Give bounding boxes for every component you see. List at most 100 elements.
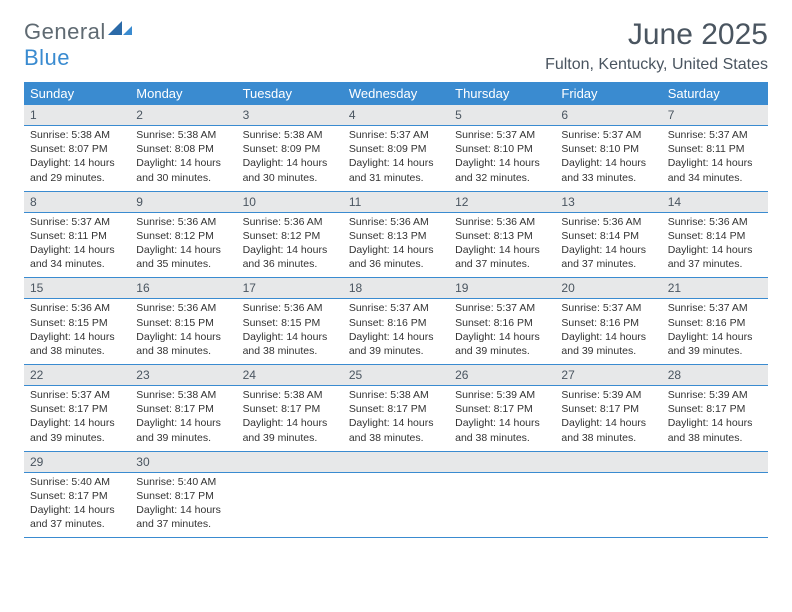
sunset-text: Sunset: 8:17 PM [243,402,337,416]
day-detail: Sunrise: 5:38 AMSunset: 8:17 PMDaylight:… [136,388,230,445]
day-detail: Sunrise: 5:36 AMSunset: 8:15 PMDaylight:… [136,301,230,358]
sunrise-text: Sunrise: 5:37 AM [455,301,549,315]
sunset-text: Sunset: 8:13 PM [455,229,549,243]
day-number-cell: 13 [555,191,661,212]
sunrise-text: Sunrise: 5:37 AM [30,388,124,402]
day-number [662,452,768,458]
daylight-text: Daylight: 14 hours and 38 minutes. [136,330,230,358]
day-detail: Sunrise: 5:38 AMSunset: 8:07 PMDaylight:… [30,128,124,185]
day-number-cell: 7 [662,105,768,126]
day-number-cell: 19 [449,278,555,299]
week-4-detail-row: Sunrise: 5:37 AMSunset: 8:17 PMDaylight:… [24,386,768,452]
weekday-thursday: Thursday [449,82,555,105]
week-1-daynum-row: 1234567 [24,105,768,126]
logo-word-1: General [24,19,106,44]
calendar-body: 1234567Sunrise: 5:38 AMSunset: 8:07 PMDa… [24,105,768,538]
day-number-cell [343,451,449,472]
day-detail-cell: Sunrise: 5:36 AMSunset: 8:13 PMDaylight:… [449,212,555,278]
sunset-text: Sunset: 8:17 PM [455,402,549,416]
day-detail-cell: Sunrise: 5:38 AMSunset: 8:07 PMDaylight:… [24,126,130,192]
calendar-table: SundayMondayTuesdayWednesdayThursdayFrid… [24,82,768,538]
sunset-text: Sunset: 8:09 PM [349,142,443,156]
day-number-cell [555,451,661,472]
week-5-detail-row: Sunrise: 5:40 AMSunset: 8:17 PMDaylight:… [24,472,768,538]
day-detail-cell [449,472,555,538]
day-number-cell: 22 [24,365,130,386]
day-detail: Sunrise: 5:36 AMSunset: 8:13 PMDaylight:… [455,215,549,272]
logo-text: General Blue [24,18,132,71]
sunrise-text: Sunrise: 5:36 AM [136,215,230,229]
day-detail: Sunrise: 5:38 AMSunset: 8:09 PMDaylight:… [243,128,337,185]
day-number: 4 [343,105,449,125]
daylight-text: Daylight: 14 hours and 36 minutes. [243,243,337,271]
day-detail-cell: Sunrise: 5:37 AMSunset: 8:11 PMDaylight:… [662,126,768,192]
sunset-text: Sunset: 8:17 PM [136,402,230,416]
day-detail: Sunrise: 5:37 AMSunset: 8:16 PMDaylight:… [561,301,655,358]
sunrise-text: Sunrise: 5:37 AM [30,215,124,229]
day-detail: Sunrise: 5:37 AMSunset: 8:16 PMDaylight:… [455,301,549,358]
day-number-cell: 28 [662,365,768,386]
day-detail: Sunrise: 5:39 AMSunset: 8:17 PMDaylight:… [668,388,762,445]
sunrise-text: Sunrise: 5:36 AM [30,301,124,315]
day-detail-cell: Sunrise: 5:36 AMSunset: 8:15 PMDaylight:… [237,299,343,365]
day-number-cell [662,451,768,472]
sunset-text: Sunset: 8:17 PM [136,489,230,503]
day-detail-cell: Sunrise: 5:38 AMSunset: 8:09 PMDaylight:… [237,126,343,192]
day-number-cell: 17 [237,278,343,299]
daylight-text: Daylight: 14 hours and 37 minutes. [136,503,230,531]
day-number-cell: 9 [130,191,236,212]
sunset-text: Sunset: 8:12 PM [136,229,230,243]
page: General Blue June 2025 Fulton, Kentucky,… [0,0,792,548]
day-detail: Sunrise: 5:36 AMSunset: 8:13 PMDaylight:… [349,215,443,272]
day-number: 13 [555,192,661,212]
day-detail: Sunrise: 5:38 AMSunset: 8:17 PMDaylight:… [243,388,337,445]
weekday-row: SundayMondayTuesdayWednesdayThursdayFrid… [24,82,768,105]
daylight-text: Daylight: 14 hours and 38 minutes. [30,330,124,358]
day-detail: Sunrise: 5:37 AMSunset: 8:11 PMDaylight:… [668,128,762,185]
sunset-text: Sunset: 8:17 PM [668,402,762,416]
day-number-cell: 5 [449,105,555,126]
day-detail-cell: Sunrise: 5:36 AMSunset: 8:15 PMDaylight:… [24,299,130,365]
sunrise-text: Sunrise: 5:37 AM [561,128,655,142]
week-1-detail-row: Sunrise: 5:38 AMSunset: 8:07 PMDaylight:… [24,126,768,192]
day-number-cell: 14 [662,191,768,212]
sunset-text: Sunset: 8:11 PM [668,142,762,156]
day-detail-cell: Sunrise: 5:36 AMSunset: 8:12 PMDaylight:… [130,212,236,278]
daylight-text: Daylight: 14 hours and 39 minutes. [30,416,124,444]
day-number: 20 [555,278,661,298]
calendar-header: SundayMondayTuesdayWednesdayThursdayFrid… [24,82,768,105]
day-detail-cell: Sunrise: 5:38 AMSunset: 8:17 PMDaylight:… [130,386,236,452]
day-detail-cell: Sunrise: 5:40 AMSunset: 8:17 PMDaylight:… [24,472,130,538]
week-3-detail-row: Sunrise: 5:36 AMSunset: 8:15 PMDaylight:… [24,299,768,365]
day-detail-cell [662,472,768,538]
day-detail-cell: Sunrise: 5:36 AMSunset: 8:15 PMDaylight:… [130,299,236,365]
sunrise-text: Sunrise: 5:39 AM [668,388,762,402]
sunrise-text: Sunrise: 5:36 AM [243,301,337,315]
day-number: 11 [343,192,449,212]
day-detail: Sunrise: 5:37 AMSunset: 8:17 PMDaylight:… [30,388,124,445]
day-number-cell: 12 [449,191,555,212]
weekday-tuesday: Tuesday [237,82,343,105]
day-number-cell: 27 [555,365,661,386]
day-number [449,452,555,458]
day-number [555,452,661,458]
daylight-text: Daylight: 14 hours and 38 minutes. [349,416,443,444]
sunrise-text: Sunrise: 5:36 AM [243,215,337,229]
day-number-cell: 20 [555,278,661,299]
day-detail-cell [343,472,449,538]
week-3-daynum-row: 15161718192021 [24,278,768,299]
day-number: 10 [237,192,343,212]
sunrise-text: Sunrise: 5:37 AM [668,128,762,142]
day-detail: Sunrise: 5:36 AMSunset: 8:14 PMDaylight:… [668,215,762,272]
daylight-text: Daylight: 14 hours and 39 minutes. [349,330,443,358]
day-detail-cell: Sunrise: 5:38 AMSunset: 8:08 PMDaylight:… [130,126,236,192]
sunset-text: Sunset: 8:16 PM [455,316,549,330]
day-number: 30 [130,452,236,472]
sunset-text: Sunset: 8:15 PM [136,316,230,330]
day-detail-cell: Sunrise: 5:38 AMSunset: 8:17 PMDaylight:… [237,386,343,452]
day-number: 2 [130,105,236,125]
daylight-text: Daylight: 14 hours and 38 minutes. [668,416,762,444]
day-number: 5 [449,105,555,125]
sunset-text: Sunset: 8:10 PM [455,142,549,156]
daylight-text: Daylight: 14 hours and 39 minutes. [136,416,230,444]
